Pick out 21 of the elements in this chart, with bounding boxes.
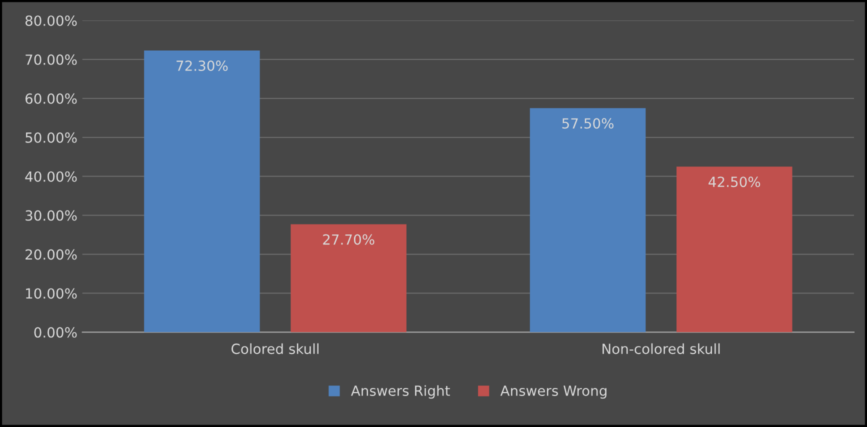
y-tick-label: 50.00% — [26, 132, 77, 143]
bar — [676, 166, 792, 332]
bar — [530, 108, 646, 332]
x-tick-label: Colored skull — [232, 343, 319, 354]
legend-label: Answers Right — [351, 385, 450, 399]
data-label: 42.50% — [708, 176, 760, 188]
y-tick-label: 10.00% — [26, 288, 77, 299]
bar — [144, 50, 260, 332]
y-tick-label: 80.00% — [25, 15, 77, 26]
bar — [290, 224, 406, 332]
x-tick-label: Non-colored skull — [602, 343, 720, 354]
y-tick-label: 70.00% — [26, 54, 77, 65]
data-label: 57.50% — [562, 118, 614, 129]
y-tick-label: 0.00% — [34, 327, 77, 338]
legend-label: Answers Wrong — [500, 386, 606, 399]
y-tick-label: 30.00% — [26, 210, 77, 221]
data-label: 27.70% — [323, 234, 374, 245]
y-tick-label: 60.00% — [26, 93, 77, 104]
y-tick-label: 20.00% — [26, 249, 77, 260]
data-label: 72.30% — [176, 60, 228, 71]
y-tick-label: 40.00% — [25, 171, 77, 182]
